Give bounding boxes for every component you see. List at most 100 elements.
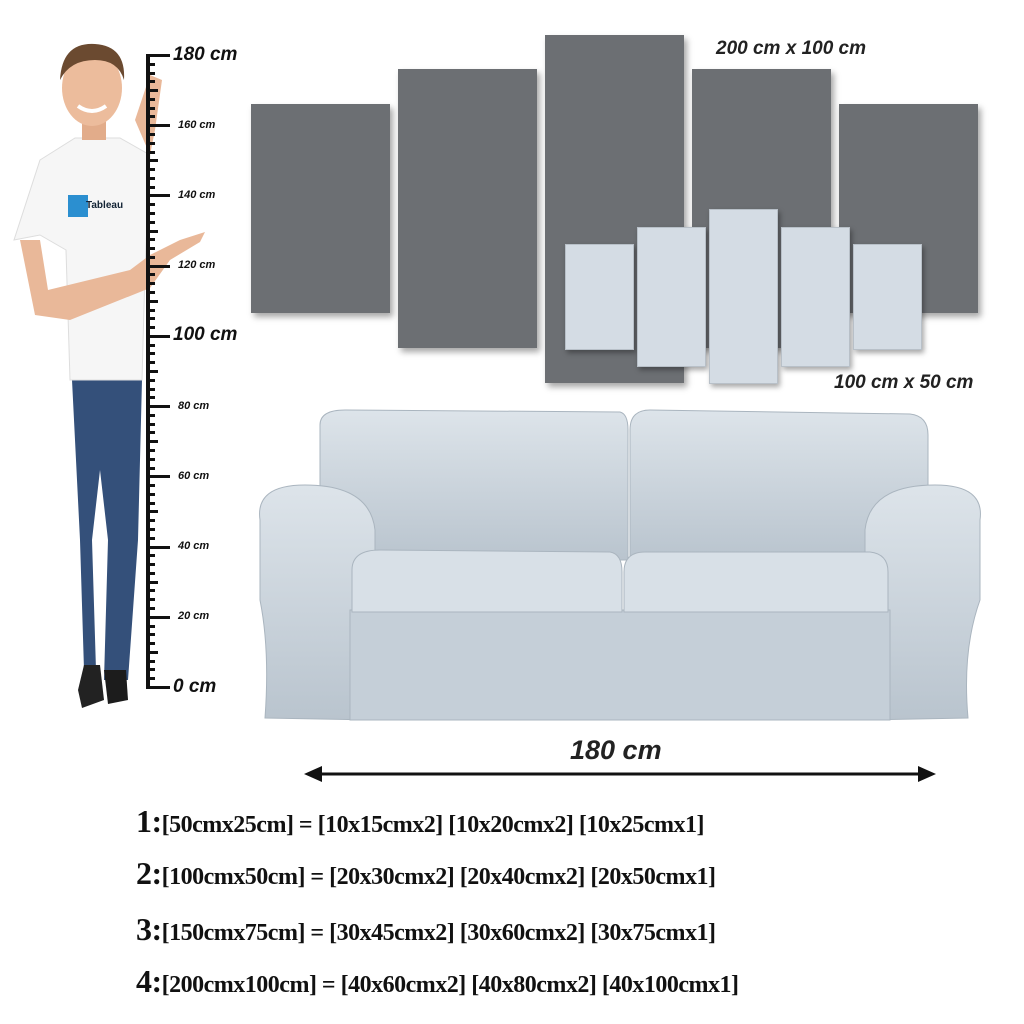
ruler-minor-tick <box>146 317 155 321</box>
ruler-minor-tick <box>146 291 155 294</box>
ruler-minor-tick <box>146 247 155 251</box>
ruler-label: 120 cm <box>178 259 216 272</box>
ruler-minor-tick <box>146 571 155 575</box>
ruler-minor-tick <box>146 536 155 540</box>
ruler-minor-tick <box>146 563 155 567</box>
size-option-number: 3: <box>136 911 162 947</box>
ruler-minor-tick <box>146 352 155 356</box>
ruler-minor-tick <box>146 528 155 531</box>
ruler-major-tick <box>146 264 170 268</box>
ruler-minor-tick <box>146 413 155 417</box>
ruler-minor-tick <box>146 378 155 382</box>
shirt-logo: Tableau <box>86 200 124 211</box>
ruler-minor-tick <box>146 97 155 101</box>
ruler-minor-tick <box>146 457 155 461</box>
ruler-major-tick <box>146 405 170 409</box>
ruler-minor-tick <box>146 361 155 365</box>
ruler-minor-tick <box>146 519 155 523</box>
shirt-logo-icon <box>68 195 88 217</box>
ruler-label: 0 cm <box>173 675 217 697</box>
ruler-minor-tick <box>146 589 155 593</box>
size-option-text: [100cmx50cm] = [20x30cmx2] [20x40cmx2] [… <box>161 864 716 890</box>
ruler-minor-tick <box>146 203 155 207</box>
ruler-minor-tick <box>146 510 158 514</box>
small-set-label: 100 cm x 50 cm <box>834 372 974 393</box>
ruler-label: 180 cm <box>173 43 238 65</box>
sofa-width-label: 180 cm <box>570 735 662 765</box>
ruler-minor-tick <box>146 668 155 672</box>
ruler-minor-tick <box>146 642 155 646</box>
size-option-1: 1:[50cmx25cm] = [10x15cmx2] [10x20cmx2] … <box>136 803 705 840</box>
ruler-minor-tick <box>146 449 155 452</box>
ruler-minor-tick <box>146 299 158 303</box>
ruler-minor-tick <box>146 229 158 233</box>
ruler-minor-tick <box>146 659 155 663</box>
small-panel-2 <box>637 227 706 367</box>
ruler-minor-tick <box>146 598 155 602</box>
ruler-minor-tick <box>146 62 155 66</box>
size-option-number: 4: <box>136 963 162 999</box>
ruler-minor-tick <box>146 396 155 400</box>
sofa <box>259 409 981 721</box>
ruler-minor-tick <box>146 387 155 391</box>
ruler-minor-tick <box>146 484 155 488</box>
ruler-minor-tick <box>146 370 158 373</box>
size-option-2: 2:[100cmx50cm] = [20x30cmx2] [20x40cmx2]… <box>136 855 716 892</box>
small-panel-1 <box>565 244 634 350</box>
small-panel-3 <box>709 209 778 384</box>
ruler-minor-tick <box>146 141 155 145</box>
ruler-major-tick <box>146 686 170 689</box>
size-option-3: 3:[150cmx75cm] = [30x45cmx2] [30x60cmx2]… <box>136 911 716 948</box>
ruler-minor-tick <box>146 238 155 242</box>
ruler-minor-tick <box>146 607 155 610</box>
ruler-minor-tick <box>146 501 155 505</box>
ruler-minor-tick <box>146 422 155 426</box>
ruler-major-tick <box>146 615 170 619</box>
ruler-minor-tick <box>146 326 155 330</box>
ruler-minor-tick <box>146 106 155 110</box>
ruler-minor-tick <box>146 677 155 681</box>
ruler-minor-tick <box>146 308 155 312</box>
ruler-minor-tick <box>146 633 155 637</box>
size-option-text: [200cmx100cm] = [40x60cmx2] [40x80cmx2] … <box>161 972 739 998</box>
large-panel-1 <box>251 104 390 313</box>
ruler-minor-tick <box>146 133 155 136</box>
ruler-minor-tick <box>146 580 158 584</box>
ruler-minor-tick <box>146 150 155 154</box>
small-panel-5 <box>853 244 922 350</box>
ruler-major-tick <box>146 54 170 57</box>
ruler-major-tick <box>146 545 170 549</box>
size-option-number: 2: <box>136 855 162 891</box>
ruler-label: 100 cm <box>173 324 238 346</box>
ruler-minor-tick <box>146 650 158 654</box>
width-arrow <box>304 766 936 782</box>
ruler-minor-tick <box>146 185 155 189</box>
large-set-label: 200 cm x 100 cm <box>716 38 867 59</box>
ruler-minor-tick <box>146 212 155 215</box>
ruler-minor-tick <box>146 220 155 224</box>
size-option-number: 1: <box>136 803 162 839</box>
ruler-minor-tick <box>146 255 155 259</box>
ruler-minor-tick <box>146 168 155 172</box>
ruler-label: 140 cm <box>178 188 216 201</box>
ruler-minor-tick <box>146 176 155 180</box>
ruler-label: 60 cm <box>178 469 210 482</box>
size-option-text: [50cmx25cm] = [10x15cmx2] [10x20cmx2] [1… <box>161 812 705 838</box>
ruler-minor-tick <box>146 71 155 75</box>
ruler-label: 80 cm <box>178 399 210 412</box>
large-panel-2 <box>398 69 537 348</box>
ruler-minor-tick <box>146 492 155 496</box>
ruler-minor-tick <box>146 273 155 277</box>
size-option-text: [150cmx75cm] = [30x45cmx2] [30x60cmx2] [… <box>161 920 716 946</box>
ruler-minor-tick <box>146 343 155 347</box>
ruler-label: 40 cm <box>178 539 210 552</box>
ruler-major-tick <box>146 475 170 479</box>
small-panel-4 <box>781 227 850 367</box>
ruler-minor-tick <box>146 554 155 558</box>
ruler-minor-tick <box>146 466 155 470</box>
size-option-4: 4:[200cmx100cm] = [40x60cmx2] [40x80cmx2… <box>136 963 739 1000</box>
ruler-minor-tick <box>146 89 158 93</box>
ruler-major-tick <box>146 334 170 338</box>
ruler-minor-tick <box>146 624 155 628</box>
